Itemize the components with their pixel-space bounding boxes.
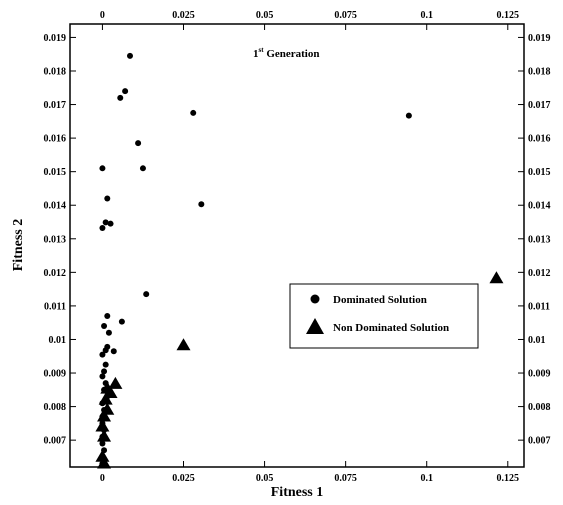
y-tick-label-right: 0.01 [528, 335, 546, 346]
dominated-point [117, 94, 124, 101]
dominated-point [190, 109, 197, 116]
y-tick-label-left: 0.011 [44, 301, 66, 312]
legend-label-dominated: Dominated Solution [333, 294, 427, 306]
non-dominated-point [103, 385, 118, 398]
x-tick-label-top: 0.1 [420, 10, 433, 21]
dominated-point [99, 165, 106, 172]
x-tick-label-bottom: 0.025 [172, 473, 195, 484]
annotation-superscript: st [259, 46, 265, 54]
x-tick-label-bottom: 0.125 [497, 473, 520, 484]
non-dominated-point [97, 429, 112, 442]
dominated-point [126, 52, 133, 59]
dominated-point [107, 220, 114, 227]
legend-box [289, 283, 479, 349]
dominated-point [99, 225, 106, 232]
legend-marker-dominated [310, 294, 320, 304]
plot-frame [69, 23, 525, 468]
y-tick-label-left: 0.013 [44, 234, 67, 245]
y-tick-label-left: 0.019 [44, 33, 67, 44]
dominated-point [104, 312, 111, 319]
x-axis-title: Fitness 1 [271, 485, 324, 500]
x-tick-label-bottom: 0 [100, 473, 105, 484]
dominated-point [99, 351, 106, 358]
dominated-point [139, 165, 146, 172]
y-tick-label-right: 0.012 [528, 268, 551, 279]
dominated-point [198, 201, 205, 208]
dominated-point [118, 318, 125, 325]
dominated-point [143, 291, 150, 298]
y-tick-label-left: 0.014 [44, 201, 67, 212]
dominated-point [405, 112, 412, 119]
non-dominated-point [95, 449, 110, 462]
y-tick-label-right: 0.014 [528, 201, 551, 212]
y-tick-label-left: 0.008 [44, 402, 67, 413]
legend-marker-nondominated [306, 318, 324, 334]
y-tick-label-right: 0.016 [528, 134, 551, 145]
non-dominated-point [97, 409, 112, 422]
y-tick-label-left: 0.018 [44, 66, 67, 77]
dominated-point [102, 361, 109, 368]
legend: Dominated Solution Non Dominated Solutio… [289, 283, 479, 349]
generation-annotation: 1st Generation [253, 46, 319, 60]
dominated-point [102, 347, 109, 354]
dominated-point [105, 329, 112, 336]
x-tick-label-bottom: 0.05 [256, 473, 274, 484]
y-tick-label-left: 0.009 [44, 369, 67, 380]
dominated-point [99, 440, 106, 447]
x-tick-label-top: 0.025 [172, 10, 195, 21]
dominated-point [122, 88, 129, 95]
y-tick-label-right: 0.017 [528, 100, 551, 111]
dominated-point [99, 373, 106, 380]
non-dominated-point [108, 376, 123, 389]
non-dominated-point [489, 271, 504, 284]
y-tick-label-left: 0.012 [44, 268, 67, 279]
y-tick-label-left: 0.016 [44, 134, 67, 145]
y-tick-label-right: 0.018 [528, 66, 551, 77]
y-tick-label-left: 0.015 [44, 167, 67, 178]
y-tick-label-right: 0.009 [528, 369, 551, 380]
y-tick-label-right: 0.015 [528, 167, 551, 178]
dominated-point [101, 368, 108, 375]
non-dominated-point [97, 456, 112, 469]
y-axis-title: Fitness 2 [11, 219, 26, 272]
x-tick-label-bottom: 0.1 [420, 473, 433, 484]
y-tick-label-left: 0.01 [49, 335, 67, 346]
data-marks [95, 52, 504, 469]
dominated-point [135, 140, 142, 147]
y-tick-label-right: 0.011 [528, 301, 550, 312]
x-tick-label-top: 0 [100, 10, 105, 21]
non-dominated-point [95, 419, 110, 432]
dominated-point [102, 219, 109, 226]
dominated-point [101, 323, 108, 330]
y-tick-label-right: 0.019 [528, 33, 551, 44]
axis-ticks: 0 0 0.025 0.025 0.05 0.05 0.075 0.075 0.1 0.1 0.12… [44, 10, 551, 484]
y-tick-label-left: 0.007 [44, 436, 67, 447]
y-tick-label-left: 0.017 [44, 100, 67, 111]
y-tick-label-right: 0.007 [528, 436, 551, 447]
dominated-point [110, 348, 117, 355]
non-dominated-point [176, 338, 191, 351]
y-tick-label-right: 0.013 [528, 234, 551, 245]
legend-label-nondominated: Non Dominated Solution [333, 322, 449, 334]
non-dominated-point [98, 392, 113, 405]
x-tick-label-top: 0.05 [256, 10, 274, 21]
x-tick-label-top: 0.075 [334, 10, 357, 21]
x-tick-label-top: 0.125 [497, 10, 520, 21]
annotation-text: Generation [264, 48, 320, 60]
dominated-point [104, 195, 111, 202]
x-tick-label-bottom: 0.075 [334, 473, 357, 484]
annotation-number: 1 [253, 48, 259, 60]
y-tick-label-right: 0.008 [528, 402, 551, 413]
